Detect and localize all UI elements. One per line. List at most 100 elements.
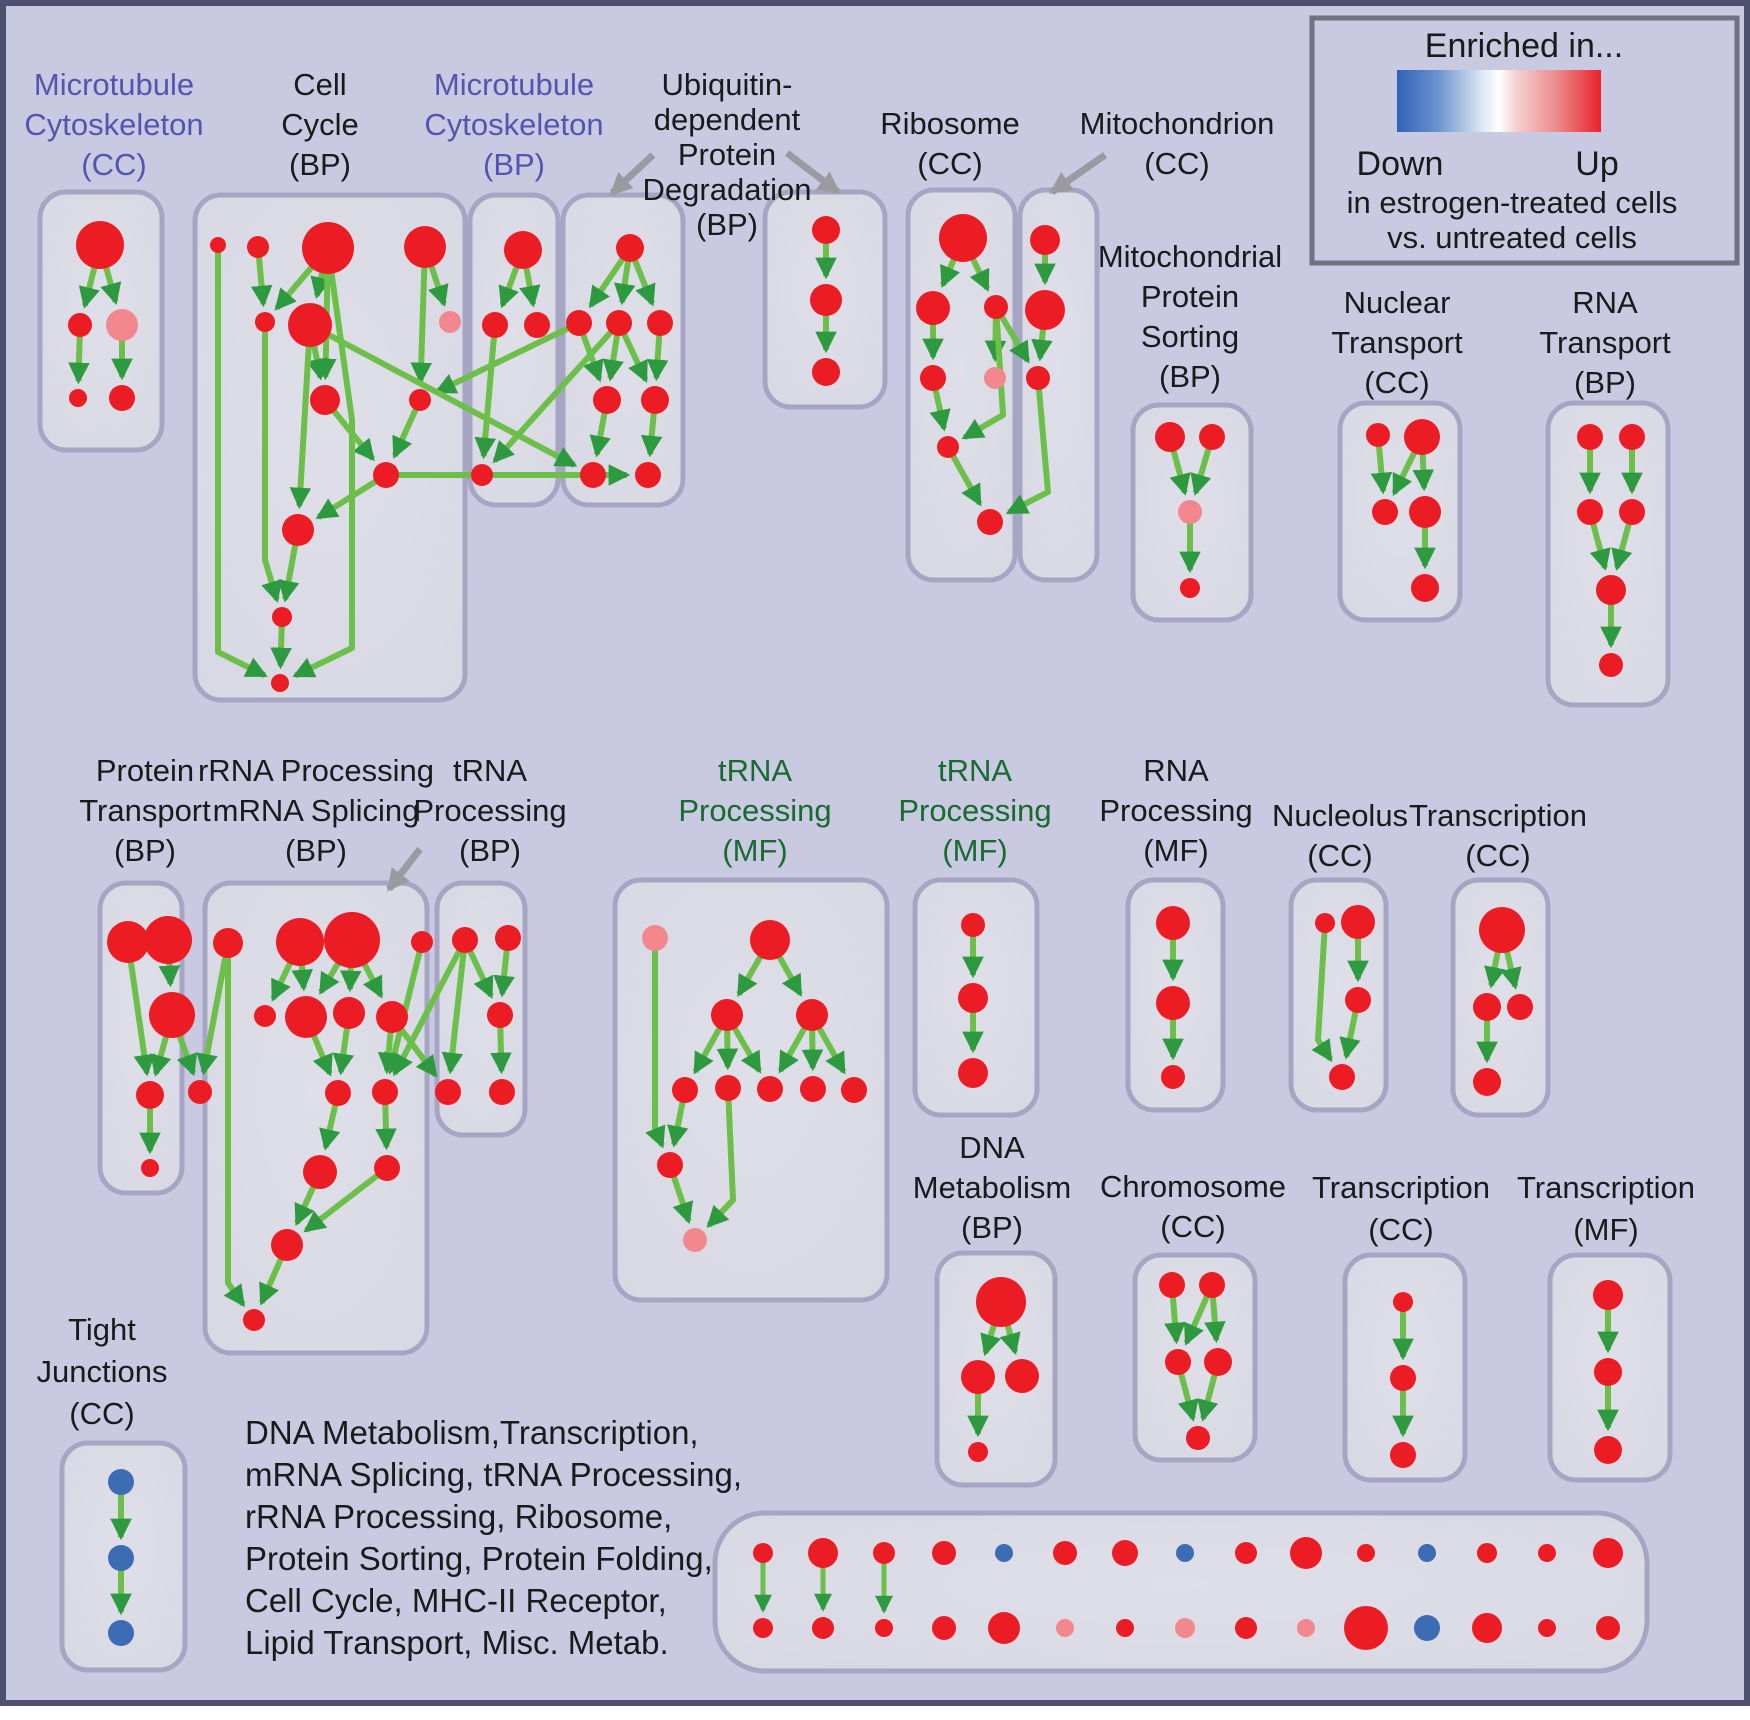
strip-col-12-top-node — [1477, 1543, 1497, 1563]
trna-processing-bp-label-line-2: (BP) — [459, 833, 521, 868]
shared-terms-strip-box — [712, 1510, 1650, 1674]
transcription-cc-lower-label-line-1: (CC) — [1368, 1212, 1433, 1247]
strip-col-11-bottom-node — [1414, 1615, 1440, 1641]
trna-processing-mf-large-node-6 — [757, 1076, 783, 1102]
rrna-processing-mrna-splicing-bp-node-8 — [325, 1080, 351, 1106]
microtubule-cytoskeleton-bp-node-1 — [482, 312, 508, 338]
trna-processing-mf-large-label-line-2: (MF) — [722, 833, 787, 868]
nucleolus-cc-edge-0-3 — [1311, 922, 1334, 1063]
strip-col-3-top-node — [932, 1541, 956, 1565]
rrna-processing-mrna-splicing-bp-edge-0-14 — [196, 942, 231, 1076]
cell-cycle-bp-label-line-0: Cell — [293, 67, 346, 102]
rna-processing-mf-label-line-2: (MF) — [1143, 833, 1208, 868]
cross-edge-2 — [308, 322, 578, 468]
cell-cycle-bp-node-4 — [255, 312, 275, 332]
ubiquitin-dependent-protein-degradation-bp-node-5 — [641, 386, 669, 414]
rrna-processing-mrna-splicing-bp-edge-0-13 — [223, 943, 246, 1308]
mitochondrion-cc-label-line-1: (CC) — [1144, 146, 1209, 181]
rrna-processing-mrna-splicing-bp-edge-3-9 — [383, 941, 425, 1075]
cell-cycle-bp-node-10 — [282, 514, 314, 546]
misc-themes-text-line-4: Cell Cycle, MHC-II Receptor, — [245, 1582, 667, 1619]
rna-transport-bp-node-1 — [1619, 424, 1645, 450]
transcription-cc-upper-node-1 — [1473, 993, 1501, 1021]
ubiquitin-dependent-protein-degradation-bp-label-line-2: Protein — [678, 137, 776, 172]
transcription-cc-lower-node-2 — [1390, 1442, 1416, 1468]
ubiquitin-dependent-protein-degradation-bp-node-2 — [606, 310, 632, 336]
dna-metabolism-bp-node-3 — [968, 1442, 988, 1462]
rna-processing-mf-label-line-0: RNA — [1143, 753, 1209, 788]
dna-metabolism-bp-node-0 — [976, 1277, 1026, 1327]
strip-col-13-top-node — [1538, 1544, 1556, 1562]
protein-transport-bp-node-3 — [136, 1081, 164, 1109]
ubiquitin-dependent-protein-degradation-bp-label-line-0: Ubiquitin- — [662, 67, 793, 102]
rrna-processing-mrna-splicing-bp-node-13 — [243, 1309, 265, 1331]
microtubule-cytoskeleton-bp-node-2 — [524, 312, 550, 338]
microtubule-cytoskeleton-bp-edge-1-3 — [474, 324, 498, 460]
dna-metabolism-bp-node-2 — [1005, 1359, 1039, 1393]
nuclear-transport-cc-label-line-1: Transport — [1331, 325, 1463, 360]
strip-col-6-top-node — [1112, 1540, 1138, 1566]
nucleolus-cc-node-2 — [1345, 987, 1371, 1013]
legend-down-label: Down — [1357, 145, 1444, 183]
tight-junctions-cc-label-line-0: Tight — [68, 1312, 136, 1347]
strip-col-14-top-node — [1593, 1538, 1623, 1568]
chromosome-cc-node-3 — [1204, 1348, 1232, 1376]
rrna-processing-mrna-splicing-bp-node-4 — [254, 1005, 276, 1027]
cell-cycle-bp-node-12 — [271, 674, 289, 692]
strip-col-7-bottom-node — [1175, 1618, 1195, 1638]
ubiquitin-degradation-chain-node-2 — [812, 358, 840, 386]
rrna-processing-mrna-splicing-bp-edge-10-12 — [303, 1165, 389, 1233]
transcription-cc-lower-node-0 — [1393, 1292, 1413, 1312]
cell-cycle-bp-node-11 — [272, 607, 292, 627]
trna-processing-mf-large-node-1 — [750, 920, 790, 960]
ubiquitin-dependent-protein-degradation-bp-node-1 — [566, 310, 592, 336]
strip-col-10-top-node — [1357, 1544, 1375, 1562]
rna-transport-bp-node-2 — [1577, 499, 1603, 525]
chromosome-cc-node-2 — [1165, 1349, 1191, 1375]
legend-title: Enriched in... — [1425, 27, 1623, 65]
transcription-cc-upper-node-2 — [1507, 994, 1533, 1020]
microtubule-cytoskeleton-cc-label-line-1: Cytoskeleton — [24, 107, 203, 142]
chromosome-cc-node-4 — [1186, 1426, 1210, 1450]
trna-processing-mf-large-node-2 — [711, 999, 743, 1031]
protein-transport-bp-label-line-2: (BP) — [114, 833, 176, 868]
transcription-cc-upper-label-line-1: (CC) — [1465, 838, 1530, 873]
trna-processing-mf-large-node-5 — [715, 1075, 741, 1101]
nucleolus-cc-label-line-0: Nucleolus — [1272, 798, 1408, 833]
trna-processing-bp-node-3 — [435, 1079, 461, 1105]
protein-transport-bp-label-line-1: Transport — [79, 793, 211, 828]
trna-processing-bp-label-line-0: tRNA — [453, 753, 527, 788]
legend-box — [1309, 15, 1740, 266]
misc-themes-text-line-1: mRNA Splicing, tRNA Processing, — [245, 1456, 742, 1493]
ribosome-cc-node-5 — [937, 436, 959, 458]
misc-themes-text-line-3: Protein Sorting, Protein Folding, — [245, 1540, 713, 1577]
nuclear-transport-cc-label-line-0: Nuclear — [1344, 285, 1451, 320]
protein-transport-bp-node-0 — [107, 921, 149, 963]
strip-col-5-bottom-node — [1056, 1619, 1074, 1637]
dna-metabolism-bp-label-line-2: (BP) — [961, 1210, 1023, 1245]
labels-layer: Microtubule Cytoskeleton (CC) Cell Cycle (BP)… — [24, 67, 1695, 1661]
rrna-processing-mrna-splicing-bp-node-3 — [411, 931, 433, 953]
rrna-processing-mrna-splicing-bp-node-2 — [324, 912, 380, 968]
rrna-processing-mrna-splicing-bp-node-7 — [376, 1001, 408, 1033]
ribosome-cc-node-4 — [984, 367, 1006, 389]
mitochondrion-cc-node-0 — [1030, 225, 1060, 255]
strip-col-11-top-node — [1418, 1544, 1436, 1562]
cell-cycle-bp-edge-0-12 — [215, 245, 268, 679]
trna-processing-mf-large-node-0 — [642, 925, 668, 951]
trna-processing-mf-large-node-9 — [657, 1152, 683, 1178]
microtubule-cytoskeleton-bp-label-line-1: Cytoskeleton — [424, 107, 603, 142]
strip-col-2-bottom-node — [875, 1619, 893, 1637]
trna-processing-mf-small-node-2 — [958, 1058, 988, 1088]
transcription-cc-lower-node-1 — [1390, 1365, 1416, 1391]
protein-transport-bp-node-2 — [149, 992, 195, 1038]
trna-processing-mf-large-node-4 — [672, 1077, 698, 1103]
transcription-cc-upper-node-0 — [1479, 907, 1525, 953]
trna-processing-mf-large-label-line-0: tRNA — [718, 753, 792, 788]
ribosome-cc-node-6 — [977, 509, 1003, 535]
strip-col-1-bottom-node — [812, 1617, 834, 1639]
strip-col-8-top-node — [1235, 1542, 1257, 1564]
ubiquitin-dependent-protein-degradation-bp-node-7 — [635, 462, 661, 488]
trna-processing-mf-large-node-8 — [841, 1077, 867, 1103]
